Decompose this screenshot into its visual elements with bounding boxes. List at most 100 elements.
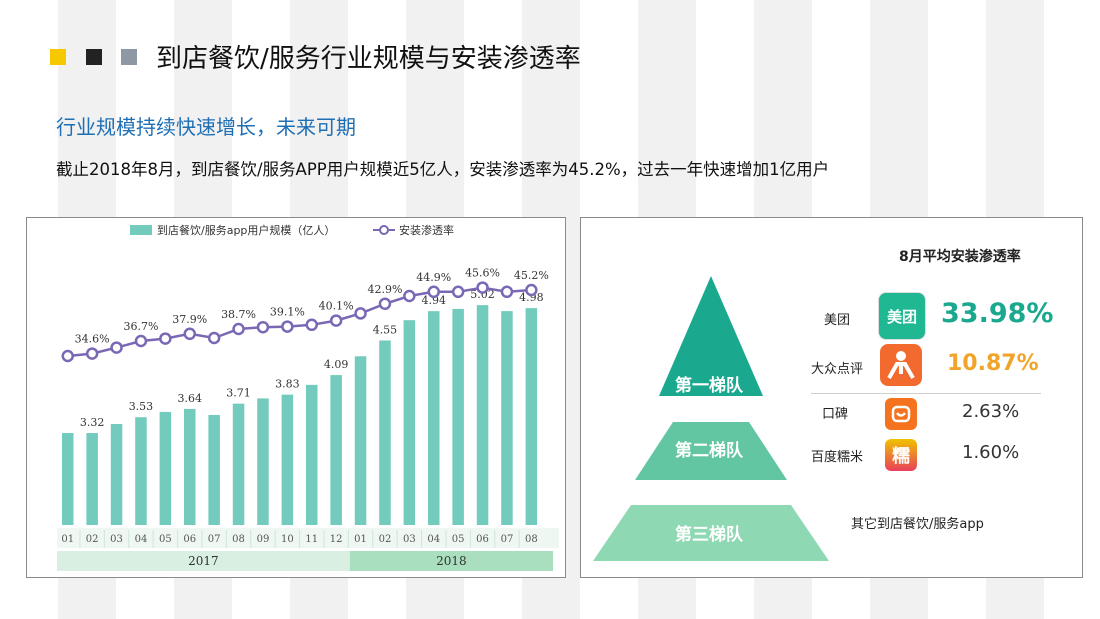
month-tick-label: 05 <box>452 534 465 545</box>
line-point <box>134 334 148 348</box>
year-label: 2018 <box>436 554 467 568</box>
app-name-meituan: 美团 <box>824 313 851 328</box>
tier1-reflection <box>661 396 761 446</box>
legend-bar-swatch <box>130 225 152 235</box>
line-value-label: 38.7% <box>221 308 256 321</box>
month-tick-label: 11 <box>305 534 318 545</box>
bar <box>184 408 196 525</box>
line-point <box>110 341 123 354</box>
percent-koubei: 2.63% <box>962 401 1020 422</box>
bar-value-label: 4.98 <box>519 291 544 304</box>
bar-value-label: 5.02 <box>470 288 495 301</box>
page-subtitle: 行业规模持续快速增长，未来可期 <box>56 115 356 139</box>
line-value-label: 45.6% <box>465 267 500 280</box>
line-value-label: 39.1% <box>270 306 305 319</box>
tier3-label: 第三梯队 <box>675 525 743 545</box>
month-tick-label: 09 <box>257 534 270 545</box>
month-tick-label: 02 <box>86 534 99 545</box>
tier2-label: 第二梯队 <box>675 441 743 461</box>
month-tick-label: 04 <box>135 534 148 545</box>
page-title: 到店餐饮/服务行业规模与安装渗透率 <box>156 44 581 74</box>
year-label: 2017 <box>188 554 219 568</box>
legend-bar-label: 到店餐饮/服务app用户规模（亿人） <box>157 223 335 237</box>
bar <box>501 311 513 525</box>
bar <box>403 320 416 525</box>
others-label: 其它到店餐饮/服务app <box>851 517 984 532</box>
line-point <box>61 349 74 363</box>
bar <box>379 340 391 525</box>
month-tick-label: 12 <box>330 534 343 545</box>
bar-value-label: 3.64 <box>178 392 203 405</box>
line-point <box>354 307 367 320</box>
bar <box>159 411 172 525</box>
line-point <box>451 285 465 299</box>
bar <box>306 384 318 525</box>
line-point <box>232 322 245 336</box>
line-value-label: 44.9% <box>416 271 451 284</box>
percent-meituan: 33.98% <box>941 298 1054 329</box>
bar <box>257 398 269 525</box>
user-scale-chart: 到店餐饮/服务app用户规模（亿人） 安装渗透率 3.32 3.53 3.64 3.71 3… <box>57 223 559 571</box>
koubei-icon <box>885 398 917 430</box>
month-tick-label: 08 <box>232 534 245 545</box>
tier1-shape <box>659 276 763 396</box>
month-axis-band <box>57 528 559 548</box>
percent-dianping: 10.87% <box>947 351 1039 376</box>
bar <box>428 311 440 525</box>
line-value-label: 45.2% <box>514 269 549 282</box>
line-point <box>476 281 489 294</box>
bar <box>232 403 245 525</box>
bar <box>525 308 538 525</box>
line-point <box>183 327 196 341</box>
line-point <box>378 297 392 311</box>
line-point <box>427 285 440 299</box>
line-point <box>159 332 172 345</box>
legend-line-marker <box>379 225 389 235</box>
bar <box>208 414 220 525</box>
line-point <box>403 289 416 303</box>
user-scale-chart-panel: 到店餐饮/服务app用户规模（亿人） 安装渗透率 3.32 3.53 3.64 3.71 3… <box>26 217 566 578</box>
bar-value-label: 3.32 <box>80 416 105 429</box>
month-tick-label: 06 <box>476 534 489 545</box>
line-value-label: 40.1% <box>319 300 354 313</box>
nuomi-icon: 糯 <box>885 439 917 471</box>
tier2-reflection <box>636 480 786 506</box>
app-name-nuomi: 百度糯米 <box>811 450 864 465</box>
black-square-icon <box>86 49 102 65</box>
line-point <box>256 320 270 334</box>
bar <box>110 423 123 525</box>
tier1-label: 第一梯队 <box>675 376 743 396</box>
month-tick-label: 08 <box>525 534 538 545</box>
month-tick-label: 02 <box>379 534 392 545</box>
bar <box>62 433 74 525</box>
yellow-square-icon <box>50 49 66 65</box>
bar <box>135 417 147 525</box>
month-tick-label: 01 <box>61 534 74 545</box>
line-point <box>281 320 294 333</box>
app-name-koubei: 口碑 <box>822 407 849 422</box>
tier3-shape <box>593 505 829 561</box>
line-value-label: 34.6% <box>75 333 110 346</box>
bar-value-label: 4.09 <box>324 358 349 371</box>
bar <box>452 308 464 525</box>
bar-value-label: 4.55 <box>373 323 398 336</box>
dianping-icon <box>880 344 922 386</box>
pyramid-graphic <box>593 276 829 561</box>
month-tick-label: 10 <box>281 534 294 545</box>
line-value-label: 42.9% <box>367 283 402 296</box>
month-tick-label: 07 <box>208 534 221 545</box>
line-point <box>500 285 514 299</box>
divider-line <box>811 393 1041 394</box>
line-value-label: 36.7% <box>123 320 158 333</box>
gray-square-icon <box>121 49 137 65</box>
line-point <box>305 318 318 332</box>
bar-value-label: 3.83 <box>275 378 300 391</box>
line-point <box>329 314 343 327</box>
month-tick-label: 05 <box>159 534 172 545</box>
bar-value-label: 3.71 <box>226 387 251 400</box>
page-description: 截止2018年8月，到店餐饮/服务APP用户规模近5亿人，安装渗透率为45.2%… <box>56 160 830 179</box>
month-tick-label: 03 <box>110 534 123 545</box>
bar <box>86 433 98 525</box>
month-tick-label: 06 <box>183 534 196 545</box>
penetration-pyramid-panel: 8月平均安装渗透率 第一梯队 第二梯队 第三梯队 美团 美团 33.98% 大众… <box>580 217 1083 578</box>
